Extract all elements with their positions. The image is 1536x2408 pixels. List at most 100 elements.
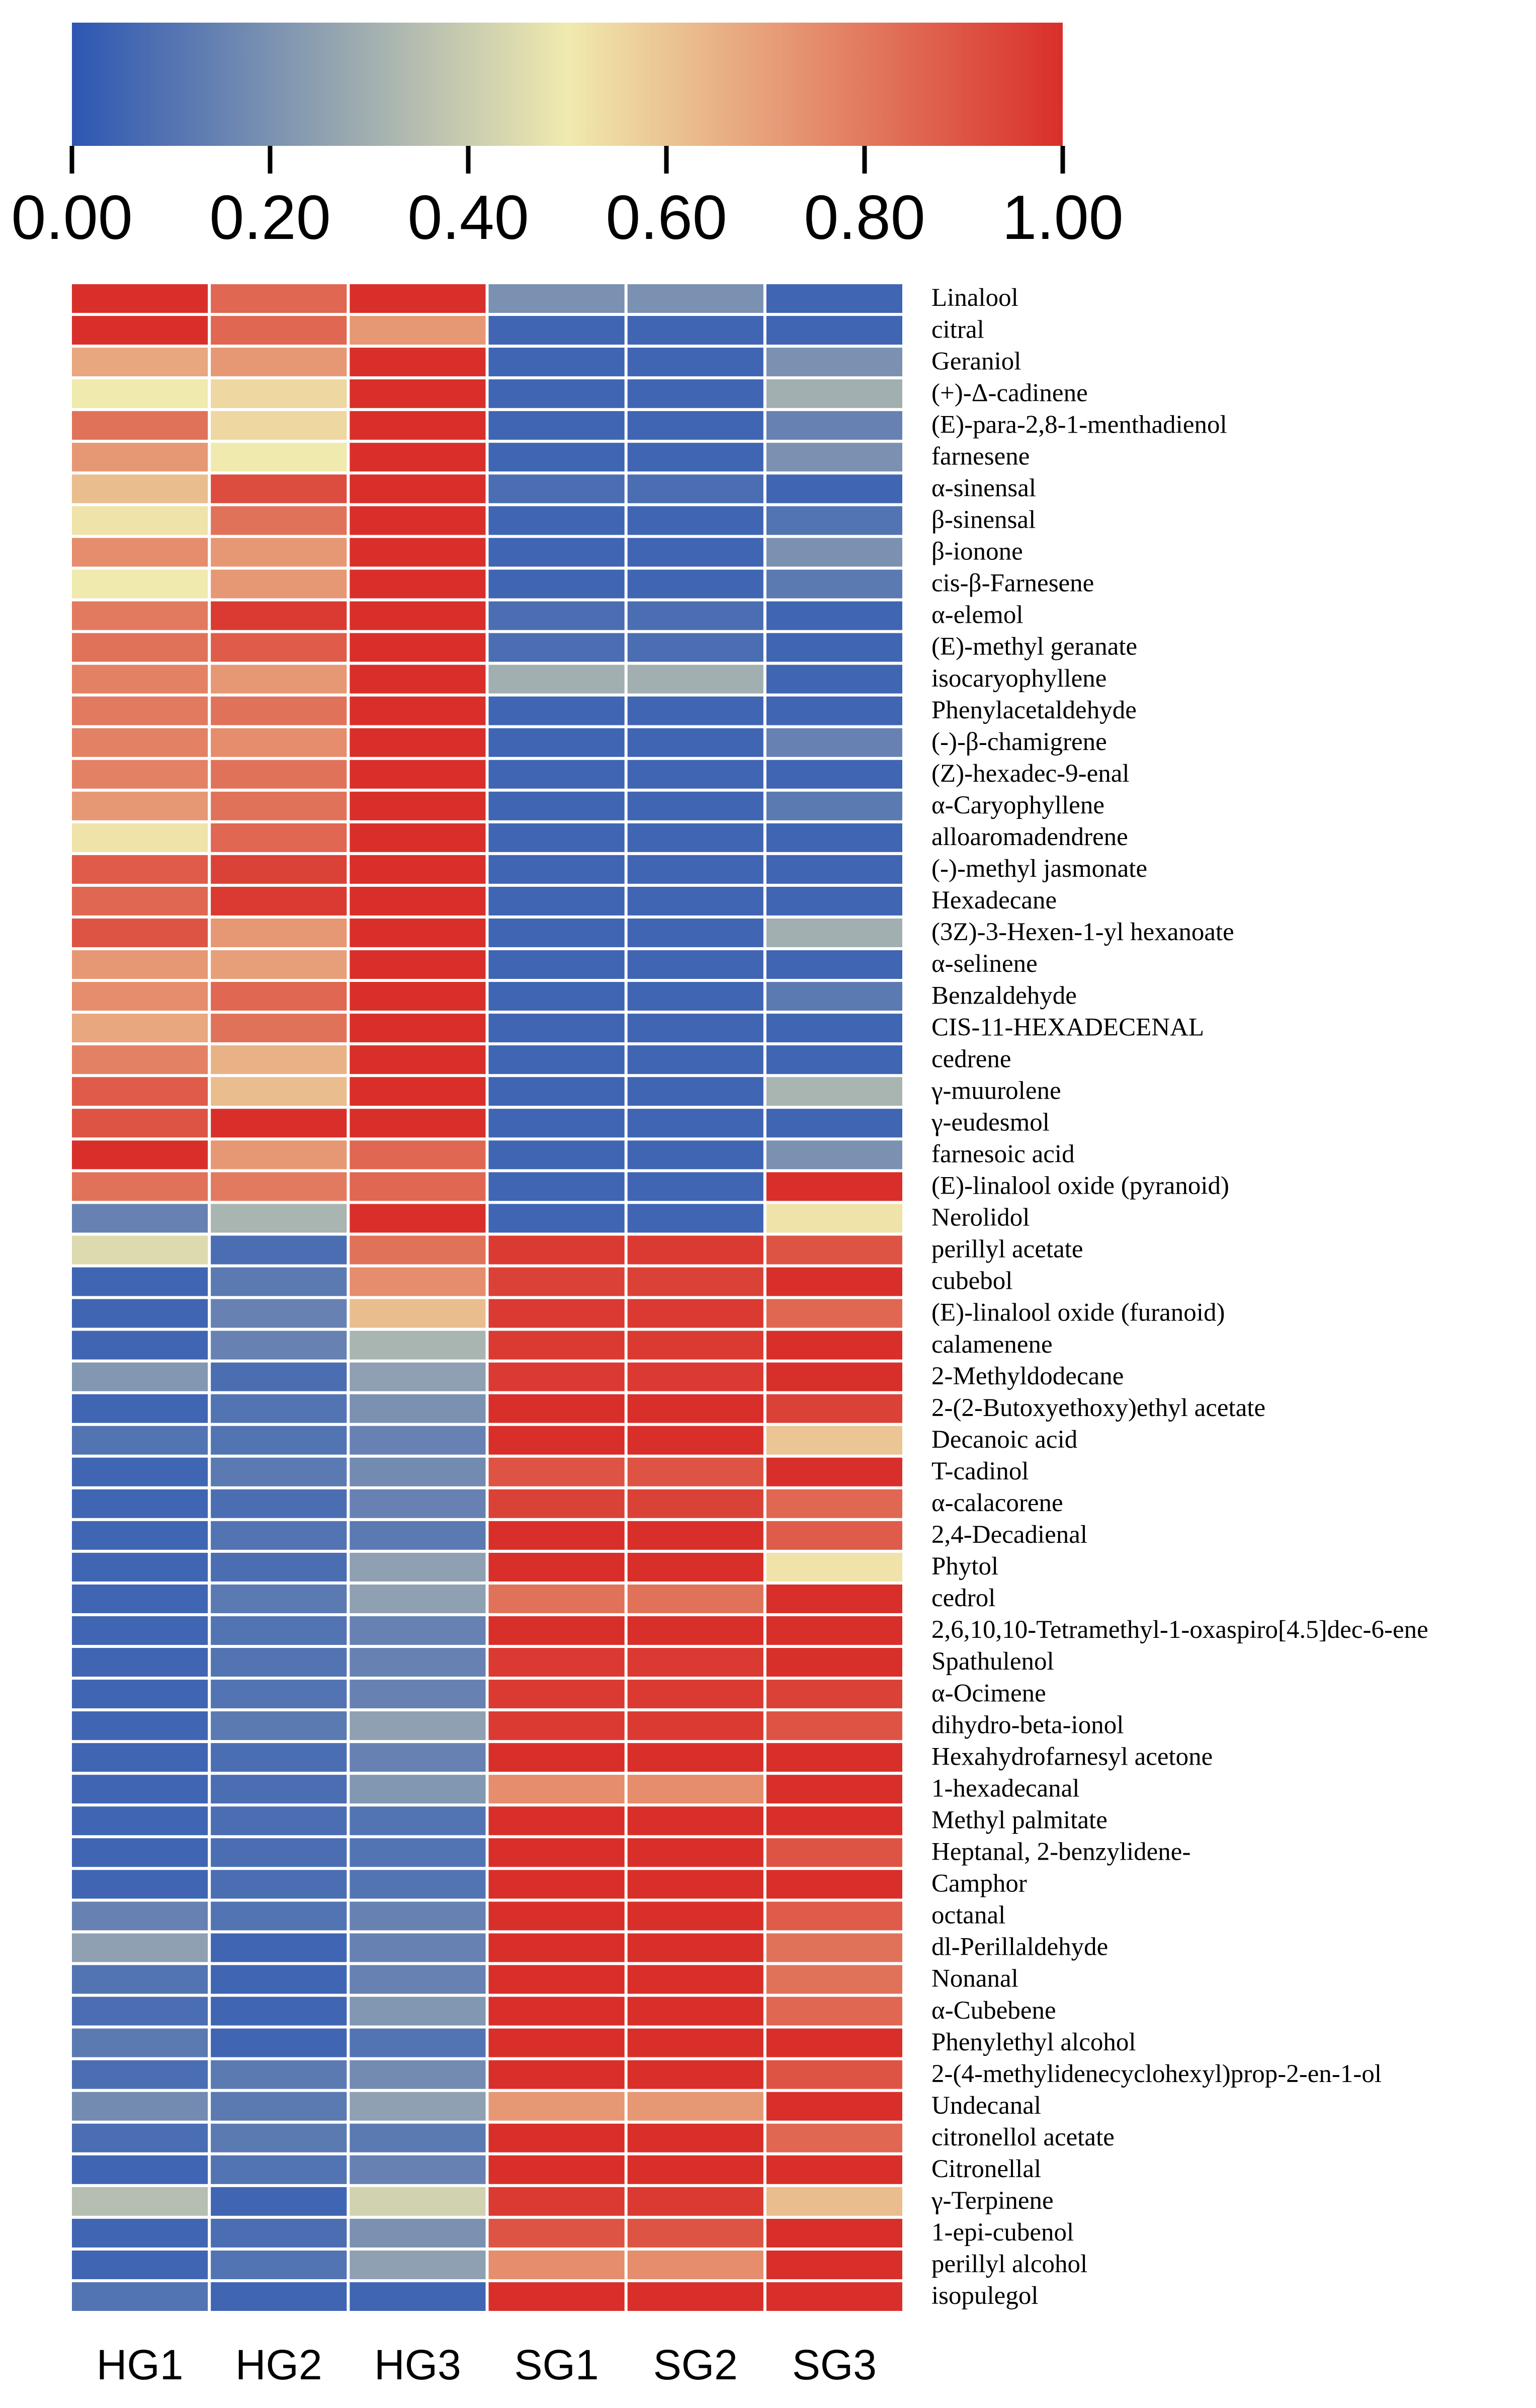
heatmap-cell	[350, 1806, 486, 1836]
heatmap-cell	[211, 855, 347, 884]
row-label: α-Caryophyllene	[931, 791, 1104, 819]
heatmap-cell	[211, 284, 347, 313]
heatmap-cell	[627, 1457, 763, 1486]
heatmap-cell	[766, 1680, 902, 1709]
row-label: perillyl alcohol	[931, 2250, 1087, 2278]
heatmap-cell	[766, 2092, 902, 2121]
heatmap-cell	[766, 2123, 902, 2152]
heatmap-cell	[627, 886, 763, 916]
heatmap-cell	[627, 1870, 763, 1899]
heatmap-cell	[211, 1775, 347, 1804]
heatmap-cell	[72, 1997, 208, 2026]
heatmap-cell	[488, 886, 625, 916]
heatmap-cell	[350, 1457, 486, 1486]
heatmap-cell	[211, 1204, 347, 1233]
row-label: Nonanal	[931, 1965, 1018, 1993]
heatmap-cell	[627, 569, 763, 599]
heatmap-cell	[766, 1204, 902, 1233]
heatmap-cell	[766, 474, 902, 504]
row-label: α-elemol	[931, 601, 1023, 629]
heatmap-cell	[627, 1394, 763, 1423]
heatmap-cell	[627, 538, 763, 567]
heatmap-cell	[488, 1743, 625, 1772]
heatmap-cell	[211, 1172, 347, 1201]
row-labels: Linalool citral Geraniol (+)-Δ-cadinene (E)-…	[931, 284, 1428, 2310]
heatmap-cell	[350, 569, 486, 599]
heatmap-cell	[211, 1521, 347, 1550]
heatmap-cell	[211, 1235, 347, 1265]
heatmap-cell	[350, 1838, 486, 1867]
heatmap-cell	[211, 1109, 347, 1138]
colorbar-tick-label: 0.20	[209, 183, 330, 253]
heatmap-cell	[72, 950, 208, 979]
heatmap-cell	[766, 284, 902, 313]
row-label: (-)-β-chamigrene	[931, 728, 1107, 756]
heatmap-cell	[627, 918, 763, 947]
heatmap-cell	[766, 2028, 902, 2057]
heatmap-cell	[766, 1743, 902, 1772]
heatmap-cell	[766, 665, 902, 694]
heatmap-cell	[488, 1616, 625, 1645]
heatmap-cell	[627, 1235, 763, 1265]
row-label: perillyl acetate	[931, 1235, 1083, 1264]
heatmap-cell	[488, 1552, 625, 1582]
row-label: isopulegol	[931, 2282, 1039, 2310]
heatmap-cell	[766, 1933, 902, 1962]
heatmap-cell	[627, 1743, 763, 1772]
heatmap-cell	[488, 1901, 625, 1931]
colorbar-ticks: 0.00 0.20 0.40 0.60 0.80 1.00	[11, 146, 1124, 253]
heatmap-cell	[488, 411, 625, 440]
heatmap-cell	[211, 474, 347, 504]
row-label: cedrene	[931, 1045, 1011, 1073]
heatmap-cell	[72, 1775, 208, 1804]
heatmap-cell	[627, 1489, 763, 1518]
heatmap-cell	[488, 348, 625, 377]
heatmap-cell	[211, 569, 347, 599]
heatmap-cell	[72, 2092, 208, 2121]
column-labels: HG1 HG2 HG3 SG1 SG2 SG3	[97, 2341, 877, 2388]
heatmap-cell	[627, 760, 763, 789]
row-label: 2,6,10,10-Tetramethyl-1-oxaspiro[4.5]dec…	[931, 1616, 1428, 1644]
row-label: Camphor	[931, 1870, 1027, 1898]
heatmap-cell	[766, 1489, 902, 1518]
heatmap-cell	[766, 1711, 902, 1740]
heatmap-cell	[72, 379, 208, 408]
heatmap-cell	[766, 2060, 902, 2089]
heatmap-cell	[627, 1521, 763, 1550]
row-label: (E)-linalool oxide (furanoid)	[931, 1299, 1225, 1327]
row-label: γ-muurolene	[931, 1076, 1061, 1105]
heatmap-cell	[766, 1870, 902, 1899]
heatmap-cell	[488, 1235, 625, 1265]
row-label: farnesoic acid	[931, 1140, 1075, 1168]
heatmap-cell	[627, 284, 763, 313]
heatmap-cell	[488, 696, 625, 725]
heatmap-cell	[211, 316, 347, 345]
row-label: alloaromadendrene	[931, 823, 1128, 851]
heatmap-cell	[488, 506, 625, 535]
heatmap-cell	[766, 1362, 902, 1391]
heatmap-cell	[488, 1204, 625, 1233]
colorbar-tick-label: 0.00	[11, 183, 132, 253]
heatmap-cell	[211, 665, 347, 694]
heatmap-cell	[211, 950, 347, 979]
row-label: Spathulenol	[931, 1647, 1054, 1676]
heatmap-cell	[72, 1838, 208, 1867]
heatmap-cell	[766, 1521, 902, 1550]
heatmap-cell	[211, 1362, 347, 1391]
heatmap-cell	[350, 348, 486, 377]
heatmap-cell	[766, 1394, 902, 1423]
heatmap-cell	[350, 1331, 486, 1360]
column-label: HG3	[374, 2341, 461, 2388]
heatmap-cell	[627, 1014, 763, 1043]
heatmap-cell	[766, 791, 902, 820]
heatmap-cell	[488, 1775, 625, 1804]
heatmap-cell	[211, 823, 347, 852]
row-label: citral	[931, 315, 984, 344]
heatmap-cell	[350, 443, 486, 472]
heatmap-cell	[72, 1711, 208, 1740]
heatmap-cell	[211, 506, 347, 535]
heatmap-cell	[72, 855, 208, 884]
heatmap-cell	[211, 1933, 347, 1962]
heatmap-cell	[72, 2060, 208, 2089]
heatmap-cell	[350, 1775, 486, 1804]
